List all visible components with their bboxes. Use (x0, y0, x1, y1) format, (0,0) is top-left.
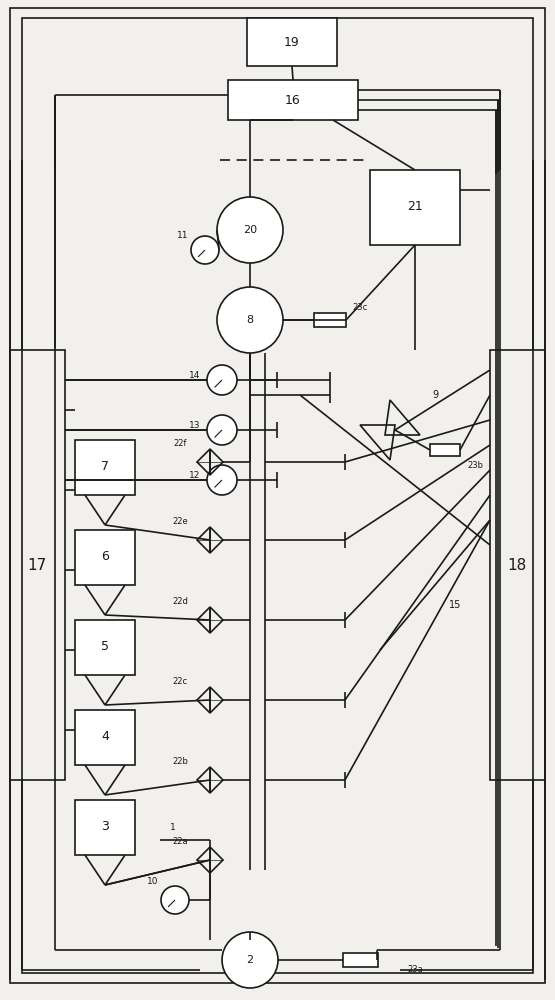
Text: 3: 3 (101, 820, 109, 834)
Circle shape (207, 465, 237, 495)
Text: 6: 6 (101, 550, 109, 564)
Bar (343, 953, 378, 967)
Bar (370, 170, 460, 245)
Bar (75, 440, 135, 495)
Bar (10, 350, 65, 780)
Text: 23a: 23a (407, 966, 423, 974)
Circle shape (222, 932, 278, 988)
Text: 23c: 23c (352, 304, 367, 312)
Bar (228, 80, 358, 120)
Text: 5: 5 (101, 641, 109, 654)
Text: 16: 16 (285, 94, 301, 106)
Bar (75, 530, 135, 585)
Text: 20: 20 (243, 225, 257, 235)
Text: 9: 9 (432, 390, 438, 400)
Circle shape (207, 415, 237, 445)
Text: 22e: 22e (172, 518, 188, 526)
Bar (75, 620, 135, 675)
Text: 7: 7 (101, 460, 109, 474)
Bar (314, 313, 346, 327)
Text: 22d: 22d (172, 597, 188, 606)
Circle shape (217, 287, 283, 353)
Text: 22b: 22b (172, 758, 188, 766)
Text: 8: 8 (246, 315, 254, 325)
Circle shape (207, 365, 237, 395)
Text: 4: 4 (101, 730, 109, 744)
Text: 18: 18 (507, 558, 527, 572)
Bar (75, 800, 135, 855)
Text: 22f: 22f (173, 440, 186, 448)
Bar (75, 710, 135, 765)
Text: 19: 19 (284, 35, 300, 48)
Text: 23b: 23b (467, 460, 483, 470)
Text: 14: 14 (189, 370, 200, 379)
Text: 17: 17 (27, 558, 47, 572)
Text: 12: 12 (189, 471, 200, 480)
Text: 13: 13 (189, 420, 200, 430)
Text: 1: 1 (170, 822, 176, 832)
Bar (490, 350, 545, 780)
Bar (247, 18, 337, 66)
Text: 2: 2 (246, 955, 254, 965)
Text: 11: 11 (177, 231, 189, 239)
Text: 15: 15 (449, 600, 461, 610)
Circle shape (217, 197, 283, 263)
Circle shape (191, 236, 219, 264)
Circle shape (161, 886, 189, 914)
Text: 22c: 22c (173, 678, 188, 686)
Text: 22a: 22a (172, 838, 188, 846)
Text: 10: 10 (147, 878, 159, 886)
Text: 21: 21 (407, 200, 423, 214)
Bar (430, 444, 460, 456)
